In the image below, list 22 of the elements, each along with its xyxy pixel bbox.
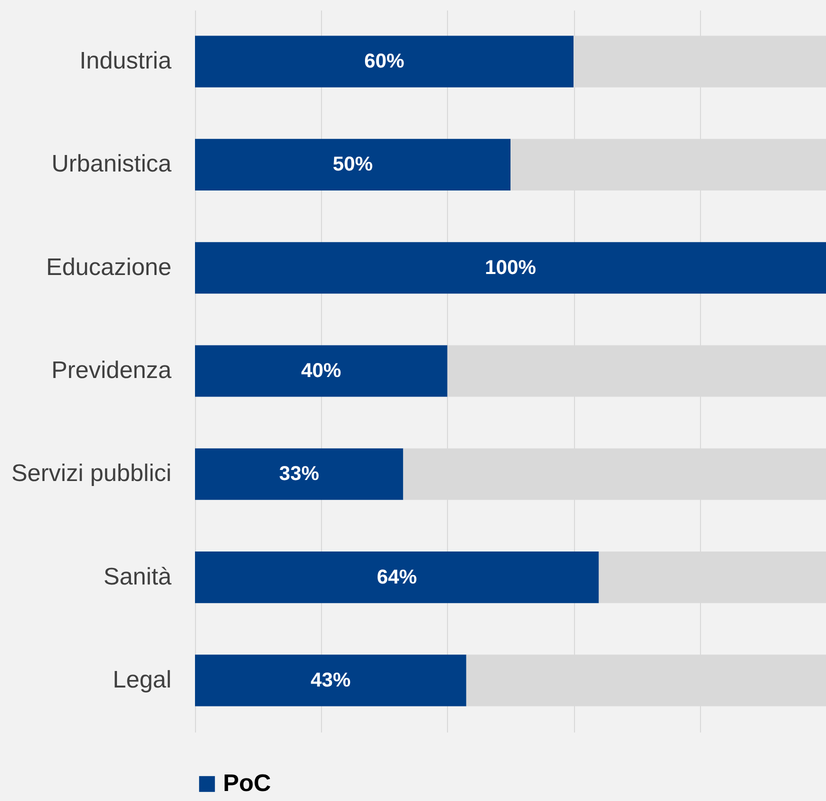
bar xyxy=(195,448,404,500)
data-label: 33% xyxy=(279,463,320,486)
data-label: 64% xyxy=(376,566,418,588)
bar xyxy=(195,654,466,706)
y-tick-label: Industria xyxy=(79,48,172,75)
y-tick-label: Previdenza xyxy=(51,357,172,384)
bar xyxy=(195,242,826,294)
y-tick-label: Legal xyxy=(112,666,172,694)
legend-label: PoC xyxy=(223,770,271,797)
y-tick-label: Sanità xyxy=(103,563,172,590)
data-label: 100% xyxy=(484,256,536,279)
data-label: 40% xyxy=(301,360,342,382)
data-label: 43% xyxy=(310,669,351,692)
data-label: 60% xyxy=(364,50,405,73)
y-tick-label: Servizi pubblici xyxy=(11,460,172,488)
bar xyxy=(195,36,574,88)
bar xyxy=(195,552,599,604)
bar xyxy=(195,138,510,190)
y-tick-label: Educazione xyxy=(46,254,172,281)
y-tick-label: Urbanistica xyxy=(51,150,172,178)
bar xyxy=(195,345,448,397)
data-label: 50% xyxy=(332,154,373,176)
